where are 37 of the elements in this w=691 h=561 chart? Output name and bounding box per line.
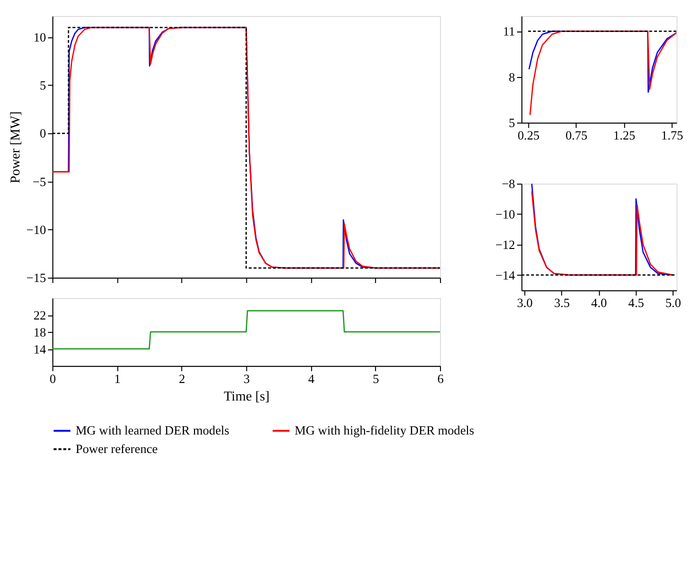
line-series xyxy=(529,30,676,116)
y-tick-label: 18 xyxy=(33,325,46,340)
y-tick-label: −12 xyxy=(495,238,516,252)
x-tick-label: 0.25 xyxy=(518,128,540,143)
x-tick-label: 1 xyxy=(114,372,121,386)
x-tick-label: 4.0 xyxy=(591,296,607,310)
y-tick-label: 22 xyxy=(33,308,46,322)
x-tick-label: 2 xyxy=(178,372,186,386)
legend-label: MG with learned DER models xyxy=(76,424,230,438)
legend-label: MG with high-fidelity DER models xyxy=(294,424,474,438)
x-tick-label: 0.75 xyxy=(565,128,588,143)
x-tick-label: 0 xyxy=(50,372,56,386)
y-tick-label: −14 xyxy=(495,268,516,282)
y-axis-title: Power [MW] xyxy=(8,111,23,184)
y-tick-label: 5 xyxy=(508,116,516,130)
y-tick-label: −15 xyxy=(26,271,46,286)
x-tick-label: 1.25 xyxy=(613,128,636,143)
y-tick-label: 10 xyxy=(33,30,46,45)
x-tick-label: 5.0 xyxy=(665,296,682,310)
y-tick-label: 14 xyxy=(33,342,47,356)
legend-label: Power reference xyxy=(76,442,158,456)
y-tick-label: −10 xyxy=(26,222,46,237)
y-tick-label: −5 xyxy=(32,174,46,189)
y-tick-label: 11 xyxy=(502,24,516,39)
x-tick-label: 3 xyxy=(244,372,250,386)
x-axis-title: Time [s] xyxy=(224,388,270,404)
x-tick-label: 6 xyxy=(437,372,444,386)
x-tick-label: 1.75 xyxy=(661,128,684,143)
y-tick-label: 5 xyxy=(40,78,46,93)
x-tick-label: 4 xyxy=(308,372,316,386)
x-tick-label: 3.5 xyxy=(554,296,570,310)
y-tick-label: 8 xyxy=(508,70,516,84)
y-tick-label: −8 xyxy=(502,177,516,192)
x-tick-label: 5 xyxy=(372,372,380,386)
x-tick-label: 3.0 xyxy=(516,296,533,310)
y-tick-label: −10 xyxy=(495,207,516,222)
x-tick-label: 4.5 xyxy=(628,296,644,310)
